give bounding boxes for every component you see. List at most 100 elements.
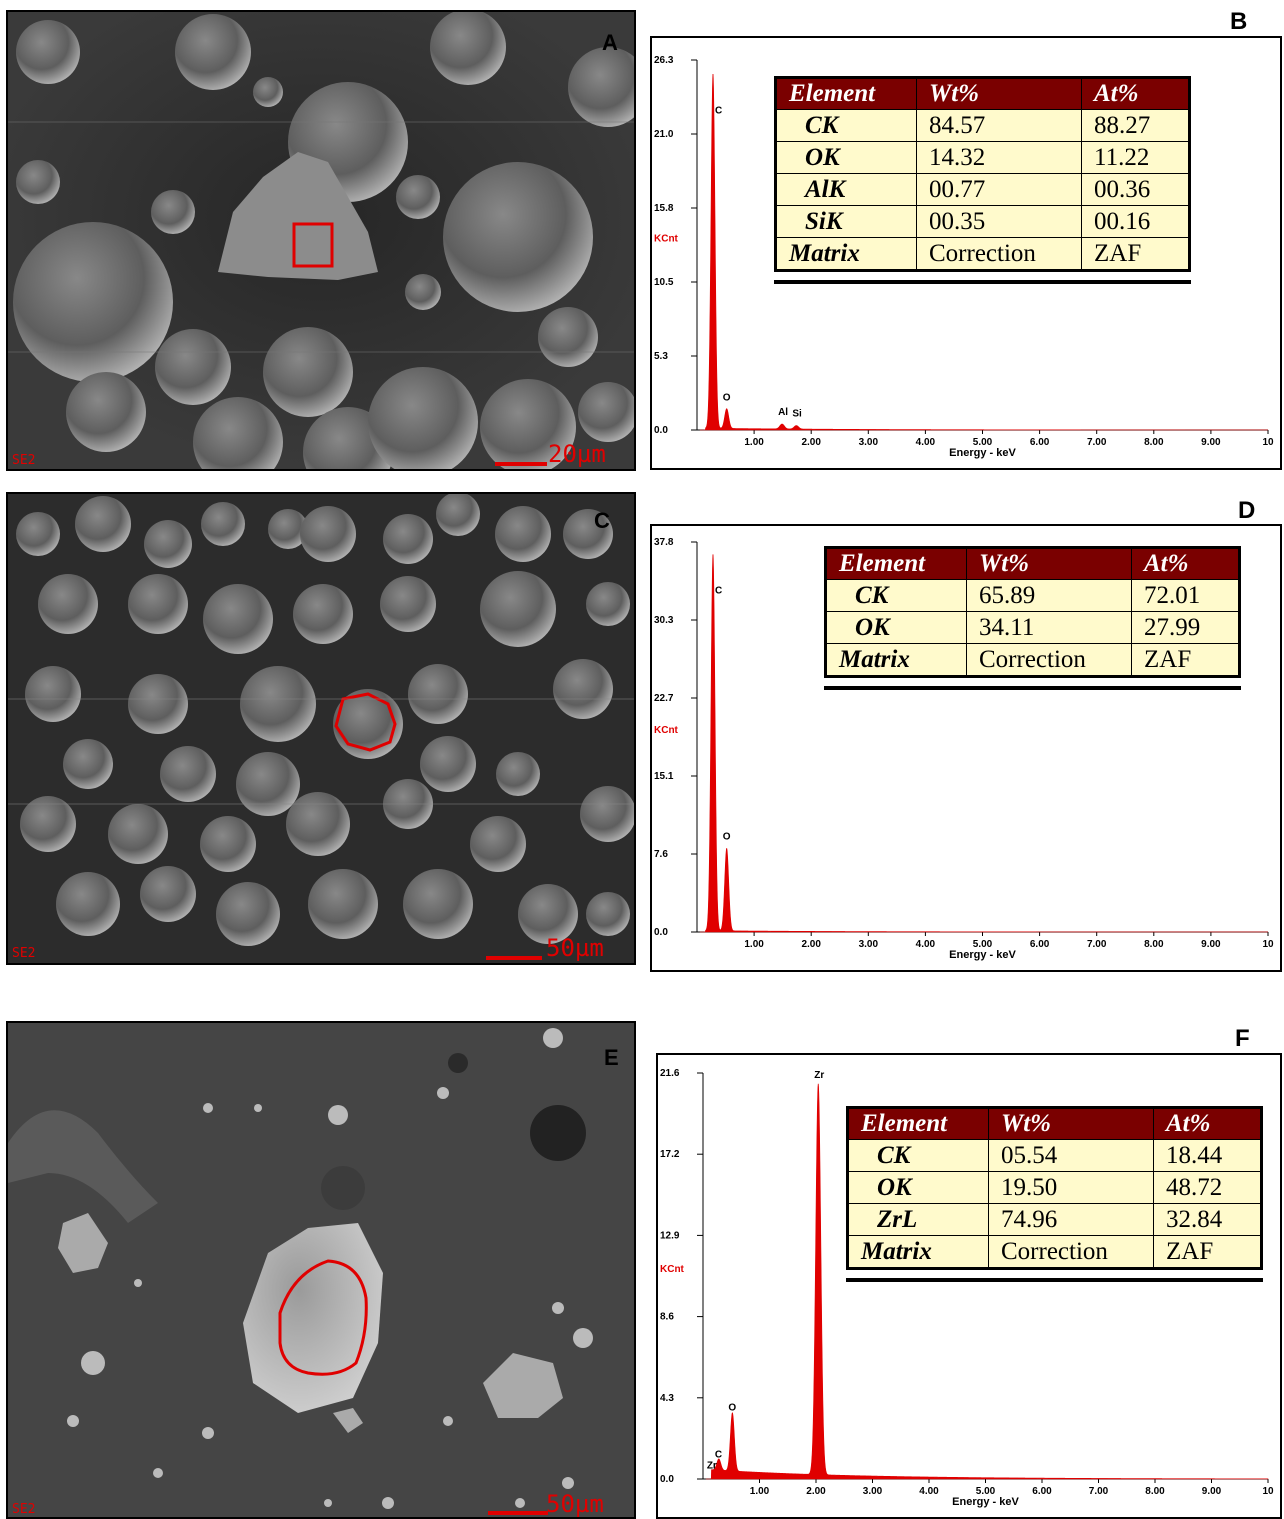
- y-tick-label: 26.3: [654, 55, 674, 66]
- sem-image-a: SE2 20µm A: [6, 10, 636, 471]
- cell-at: 11.22: [1081, 141, 1190, 174]
- cell-at: 72.01: [1131, 579, 1240, 612]
- scale-label-e: 50µm: [546, 1490, 604, 1517]
- y-axis-label: KCnt: [654, 233, 679, 244]
- cell-element: ZrL: [847, 1203, 989, 1236]
- x-tick-label: 3.00: [859, 939, 879, 950]
- cell-wt: Correction: [916, 237, 1082, 271]
- cell-wt: 00.35: [916, 205, 1082, 238]
- cell-at: ZAF: [1081, 237, 1190, 271]
- y-tick-label: 5.3: [654, 351, 668, 362]
- cell-wt: 00.77: [916, 173, 1082, 206]
- table-row: ZrL 74.96 32.84: [847, 1203, 1262, 1236]
- spectrum-chart-d: 0.0 7.6 15.1 22.7 30.3 37.8 KCnt 1.00 2.00 3.00 4.…: [654, 537, 1274, 961]
- peak-label-si: Si: [792, 408, 802, 419]
- y-tick-label: 10.5: [654, 277, 674, 288]
- peak-label-c: C: [715, 585, 722, 596]
- y-tick-label: 7.6: [654, 849, 668, 860]
- main-flake: [243, 1223, 383, 1413]
- x-axis-label: Energy - keV: [952, 1496, 1019, 1508]
- y-axis-label: KCnt: [654, 725, 679, 736]
- table-row: OK 34.11 27.99: [825, 611, 1240, 644]
- cell-at: 32.84: [1153, 1203, 1262, 1236]
- cell-at: 88.27: [1081, 109, 1190, 142]
- x-tick-label: 7.00: [1087, 437, 1107, 448]
- peak-label-al: Al: [778, 407, 788, 418]
- table-row: AlK 00.77 00.36: [775, 173, 1190, 206]
- x-tick-label: 6.00: [1030, 939, 1050, 950]
- cell-wt: 84.57: [916, 109, 1082, 142]
- sem-image-e: SE2 50µm E: [6, 1021, 636, 1519]
- x-tick-label: 7.00: [1087, 939, 1107, 950]
- x-tick-label: 9.00: [1201, 939, 1221, 950]
- x-tick-label: 1.00: [744, 939, 764, 950]
- x-tick-label: 4.00: [916, 437, 936, 448]
- x-axis-label: Energy - keV: [949, 949, 1016, 961]
- cell-wt: Correction: [966, 643, 1132, 677]
- spectrum-trace: [699, 73, 1269, 431]
- cell-element: CK: [775, 109, 917, 142]
- selection-outline: [278, 1259, 368, 1376]
- x-axis-label: Energy - keV: [949, 447, 1016, 459]
- y-tick-label: 0.0: [660, 1474, 674, 1485]
- x-tick-label: 8.00: [1144, 939, 1164, 950]
- cell-element: CK: [825, 579, 967, 612]
- header-element: Element: [825, 547, 967, 580]
- cell-wt: 19.50: [988, 1171, 1154, 1204]
- composition-table-d: Element Wt% At% CK 65.89 72.01 OK 34.11 27.9…: [824, 546, 1241, 690]
- table-row: CK 05.54 18.44: [847, 1139, 1262, 1172]
- x-tick-label: 8.00: [1144, 437, 1164, 448]
- y-tick-label: 22.7: [654, 693, 674, 704]
- table-row: OK 14.32 11.22: [775, 141, 1190, 174]
- header-wt: Wt%: [916, 77, 1082, 110]
- flake: [218, 152, 378, 280]
- table-row-matrix: Matrix Correction ZAF: [775, 237, 1190, 271]
- x-tick-label: 5.00: [973, 437, 993, 448]
- cell-element: AlK: [775, 173, 917, 206]
- corner-label-e: SE2: [12, 1502, 35, 1517]
- panel-letter-c: C: [594, 508, 610, 533]
- sem-image-c: SE2 50µm C: [6, 492, 636, 965]
- y-tick-label: 0.0: [654, 425, 668, 436]
- y-tick-label: 17.2: [660, 1149, 680, 1160]
- x-tick-label: 5.00: [973, 939, 993, 950]
- header-at: At%: [1131, 547, 1240, 580]
- selection-polygon: [334, 692, 397, 752]
- table-row-matrix: Matrix Correction ZAF: [847, 1235, 1262, 1269]
- header-element: Element: [847, 1107, 989, 1140]
- x-tick-label: 7.00: [1089, 1486, 1109, 1497]
- peak-label-c: C: [715, 105, 722, 116]
- cell-element: Matrix: [847, 1235, 989, 1269]
- x-tick-label: 3.00: [859, 437, 879, 448]
- cell-at: ZAF: [1131, 643, 1240, 677]
- peak-label-zr: Zr: [814, 1070, 824, 1081]
- cell-wt: Correction: [988, 1235, 1154, 1269]
- panel-letter-f: F: [1235, 1025, 1250, 1052]
- cell-element: CK: [847, 1139, 989, 1172]
- table-row: CK 84.57 88.27: [775, 109, 1190, 142]
- x-tick-label: 4.00: [919, 1486, 939, 1497]
- composition-table-f: Element Wt% At% CK 05.54 18.44 OK 19.50 48.7…: [846, 1106, 1263, 1282]
- header-wt: Wt%: [966, 547, 1132, 580]
- x-tick-label: 2.00: [806, 1486, 826, 1497]
- y-tick-label: 4.3: [660, 1393, 674, 1404]
- cell-element: OK: [825, 611, 967, 644]
- table-row: CK 65.89 72.01: [825, 579, 1240, 612]
- composition-table-b: Element Wt% At% CK 84.57 88.27 OK 14.32 11.2…: [774, 76, 1191, 284]
- cell-at: 18.44: [1153, 1139, 1262, 1172]
- x-tick-label: 1.00: [744, 437, 764, 448]
- cell-element: OK: [847, 1171, 989, 1204]
- x-tick-label: 10: [1262, 1486, 1274, 1497]
- x-tick-label: 8.00: [1145, 1486, 1165, 1497]
- y-tick-label: 12.9: [660, 1230, 680, 1241]
- header-at: At%: [1081, 77, 1190, 110]
- cell-at: 00.36: [1081, 173, 1190, 206]
- panel-letter-b: B: [1230, 8, 1248, 35]
- table-row: OK 19.50 48.72: [847, 1171, 1262, 1204]
- x-tick-label: 5.00: [976, 1486, 996, 1497]
- y-tick-label: 15.8: [654, 203, 674, 214]
- x-tick-label: 3.00: [863, 1486, 883, 1497]
- y-tick-label: 21.6: [660, 1068, 680, 1079]
- peak-label-o: O: [728, 1403, 736, 1414]
- x-tick-label: 10: [1262, 939, 1274, 950]
